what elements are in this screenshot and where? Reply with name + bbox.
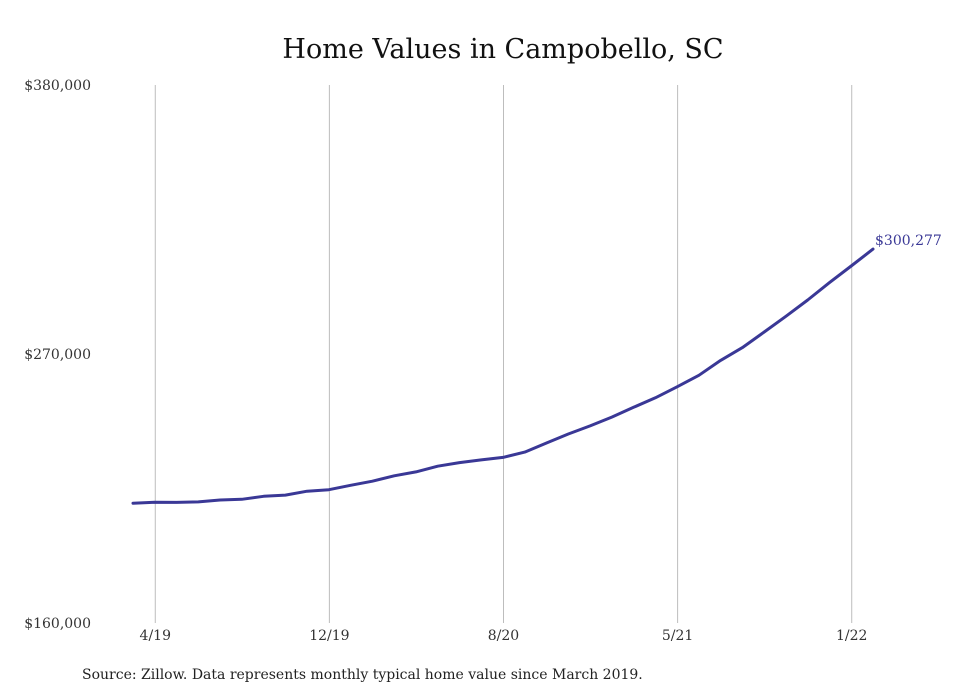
chart-title: Home Values in Campobello, SC: [282, 34, 723, 65]
x-tick-label: 12/19: [309, 628, 349, 644]
y-tick-label: $380,000: [24, 78, 91, 94]
series-line: [131, 247, 875, 505]
series-end-value-label: $300,277: [875, 233, 942, 249]
series-layer: [131, 247, 875, 505]
y-tick-label: $160,000: [24, 616, 91, 632]
y-axis-labels: $160,000 $270,000 $380,000: [24, 78, 91, 632]
x-tick-label: 4/19: [140, 628, 171, 644]
x-tick-label: 1/22: [836, 628, 867, 644]
source-note: Source: Zillow. Data represents monthly …: [82, 667, 643, 683]
y-tick-label: $270,000: [24, 347, 91, 363]
x-axis-labels: 4/19 12/19 8/20 5/21 1/22: [140, 628, 868, 644]
gridlines: [154, 85, 853, 623]
x-tick-label: 8/20: [488, 628, 519, 644]
x-tick-label: 5/21: [662, 628, 693, 644]
